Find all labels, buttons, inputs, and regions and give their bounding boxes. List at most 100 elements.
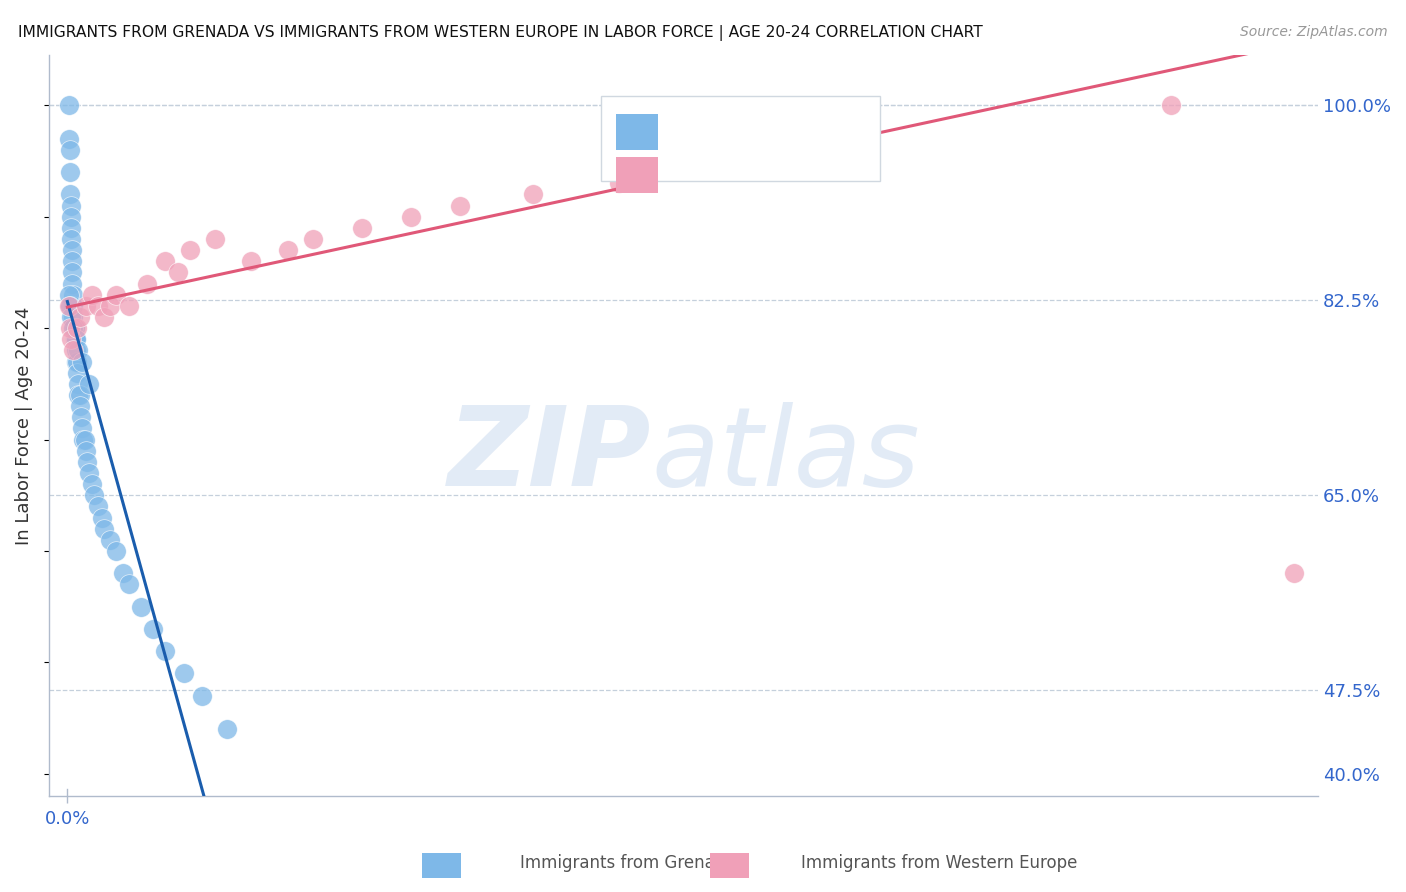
- Point: [142, 622, 165, 636]
- Point: [173, 666, 195, 681]
- Point: [73, 433, 96, 447]
- Point: [93, 522, 115, 536]
- Point: [60, 243, 83, 257]
- Point: [449, 198, 471, 212]
- Point: [62, 287, 84, 301]
- Point: [98, 299, 121, 313]
- Point: [63, 332, 86, 346]
- Point: [277, 243, 299, 257]
- Point: [62, 343, 84, 358]
- Text: Immigrants from Western Europe: Immigrants from Western Europe: [801, 855, 1078, 872]
- Point: [59, 165, 82, 179]
- Point: [65, 332, 87, 346]
- Point: [58, 299, 80, 313]
- Point: [1282, 566, 1305, 581]
- Point: [118, 577, 141, 591]
- Point: [75, 443, 97, 458]
- Point: [70, 354, 93, 368]
- Point: [105, 544, 128, 558]
- FancyBboxPatch shape: [616, 114, 658, 150]
- Point: [155, 644, 177, 658]
- Point: [111, 566, 134, 581]
- Point: [66, 366, 89, 380]
- Text: R = -0.227   N = 58: R = -0.227 N = 58: [678, 123, 877, 141]
- Point: [58, 131, 80, 145]
- Point: [80, 477, 103, 491]
- Point: [67, 343, 90, 358]
- Point: [75, 299, 97, 313]
- Point: [60, 265, 83, 279]
- Point: [59, 143, 82, 157]
- Point: [90, 510, 112, 524]
- Point: [79, 376, 101, 391]
- Point: [65, 343, 87, 358]
- Point: [62, 321, 84, 335]
- Text: Source: ZipAtlas.com: Source: ZipAtlas.com: [1240, 25, 1388, 39]
- Point: [65, 332, 87, 346]
- Point: [60, 198, 83, 212]
- Point: [98, 533, 121, 547]
- Point: [70, 410, 93, 425]
- Point: [72, 433, 94, 447]
- Point: [69, 399, 91, 413]
- Point: [70, 421, 93, 435]
- Point: [66, 321, 89, 335]
- Point: [215, 722, 238, 736]
- Point: [76, 455, 98, 469]
- Point: [58, 98, 80, 112]
- Point: [59, 299, 82, 313]
- Point: [63, 321, 86, 335]
- Point: [87, 299, 110, 313]
- Point: [191, 689, 214, 703]
- Point: [522, 187, 544, 202]
- Point: [350, 220, 373, 235]
- Point: [60, 254, 83, 268]
- Point: [60, 332, 83, 346]
- Y-axis label: In Labor Force | Age 20-24: In Labor Force | Age 20-24: [15, 307, 32, 545]
- Point: [204, 232, 226, 246]
- Point: [66, 354, 89, 368]
- Text: R =  0.634   N = 30: R = 0.634 N = 30: [678, 166, 877, 184]
- Text: IMMIGRANTS FROM GRENADA VS IMMIGRANTS FROM WESTERN EUROPE IN LABOR FORCE | AGE 2: IMMIGRANTS FROM GRENADA VS IMMIGRANTS FR…: [18, 25, 983, 41]
- Point: [136, 277, 159, 291]
- Point: [59, 321, 82, 335]
- Point: [58, 287, 80, 301]
- Point: [60, 277, 83, 291]
- Point: [62, 299, 84, 313]
- Point: [399, 210, 422, 224]
- Point: [59, 187, 82, 202]
- Point: [129, 599, 152, 614]
- Point: [60, 310, 83, 324]
- Point: [693, 153, 716, 168]
- Point: [63, 321, 86, 335]
- Point: [166, 265, 188, 279]
- Point: [853, 143, 876, 157]
- Point: [67, 376, 90, 391]
- Point: [301, 232, 323, 246]
- Point: [69, 310, 91, 324]
- Point: [105, 287, 128, 301]
- FancyBboxPatch shape: [600, 96, 880, 181]
- Text: Immigrants from Grenada: Immigrants from Grenada: [520, 855, 735, 872]
- Point: [69, 388, 91, 402]
- Point: [1160, 98, 1182, 112]
- Point: [60, 210, 83, 224]
- Point: [83, 488, 105, 502]
- Point: [65, 354, 87, 368]
- Point: [87, 500, 110, 514]
- Point: [607, 176, 630, 190]
- Point: [155, 254, 177, 268]
- Point: [60, 220, 83, 235]
- Point: [67, 388, 90, 402]
- Text: ZIP: ZIP: [449, 401, 652, 508]
- Point: [62, 310, 84, 324]
- Point: [93, 310, 115, 324]
- Point: [60, 232, 83, 246]
- Point: [179, 243, 201, 257]
- Point: [79, 466, 101, 480]
- Point: [240, 254, 263, 268]
- Point: [80, 287, 103, 301]
- Point: [118, 299, 141, 313]
- Text: atlas: atlas: [652, 401, 921, 508]
- FancyBboxPatch shape: [616, 157, 658, 193]
